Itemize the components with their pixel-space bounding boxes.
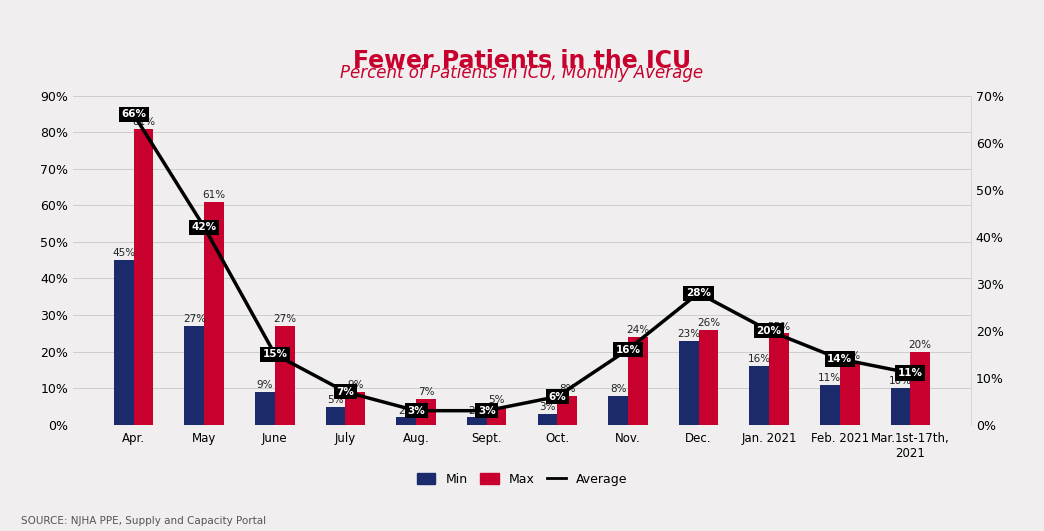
Bar bbox=[417, 399, 435, 425]
Text: Percent of Patients in ICU, Monthly Average: Percent of Patients in ICU, Monthly Aver… bbox=[340, 64, 704, 82]
Bar bbox=[275, 326, 294, 425]
Text: 26%: 26% bbox=[696, 318, 720, 328]
Text: 8%: 8% bbox=[610, 384, 626, 393]
Text: 23%: 23% bbox=[678, 329, 701, 339]
Text: 9%: 9% bbox=[257, 380, 274, 390]
Bar bbox=[891, 388, 910, 425]
Text: 20%: 20% bbox=[908, 340, 931, 350]
Text: 15%: 15% bbox=[262, 349, 287, 359]
Bar bbox=[557, 396, 577, 425]
Bar bbox=[205, 202, 224, 425]
Text: 16%: 16% bbox=[748, 355, 770, 364]
Text: 5%: 5% bbox=[489, 395, 505, 405]
Text: 3%: 3% bbox=[407, 406, 425, 416]
Bar bbox=[910, 352, 930, 425]
Bar bbox=[698, 330, 718, 425]
Bar bbox=[679, 341, 698, 425]
Text: 24%: 24% bbox=[626, 325, 649, 335]
Bar bbox=[820, 384, 839, 425]
Bar bbox=[609, 396, 627, 425]
Bar bbox=[185, 326, 205, 425]
Bar bbox=[467, 417, 487, 425]
Text: 3%: 3% bbox=[478, 406, 496, 416]
Text: 8%: 8% bbox=[559, 384, 575, 393]
Bar bbox=[769, 333, 789, 425]
Text: 11%: 11% bbox=[898, 368, 923, 378]
Text: 27%: 27% bbox=[274, 314, 296, 324]
Text: 17%: 17% bbox=[838, 351, 861, 361]
Text: 25%: 25% bbox=[767, 322, 790, 331]
Text: 2%: 2% bbox=[398, 406, 414, 416]
Text: 6%: 6% bbox=[548, 391, 566, 401]
Text: 81%: 81% bbox=[132, 117, 156, 127]
Text: 2%: 2% bbox=[469, 406, 485, 416]
Bar bbox=[397, 417, 417, 425]
Text: 10%: 10% bbox=[888, 376, 912, 387]
Text: 61%: 61% bbox=[203, 190, 226, 200]
Text: 42%: 42% bbox=[192, 222, 217, 232]
Text: 3%: 3% bbox=[539, 402, 555, 412]
Bar bbox=[538, 414, 557, 425]
Text: 7%: 7% bbox=[418, 388, 434, 397]
Text: 14%: 14% bbox=[827, 354, 852, 364]
Text: 9%: 9% bbox=[347, 380, 363, 390]
Bar bbox=[255, 392, 275, 425]
Bar bbox=[114, 260, 134, 425]
Bar bbox=[839, 363, 859, 425]
Bar bbox=[134, 129, 153, 425]
Text: 5%: 5% bbox=[328, 395, 343, 405]
Bar bbox=[750, 366, 769, 425]
Legend: Min, Max, Average: Min, Max, Average bbox=[411, 468, 633, 491]
Text: 27%: 27% bbox=[183, 314, 206, 324]
Bar bbox=[346, 392, 365, 425]
Text: 66%: 66% bbox=[121, 109, 146, 119]
Title: Fewer Patients in the ICU: Fewer Patients in the ICU bbox=[353, 49, 691, 73]
Text: 7%: 7% bbox=[336, 387, 354, 397]
Bar bbox=[627, 337, 647, 425]
Text: 11%: 11% bbox=[818, 373, 841, 383]
Bar bbox=[487, 407, 506, 425]
Bar bbox=[326, 407, 346, 425]
Text: 28%: 28% bbox=[686, 288, 711, 298]
Text: 45%: 45% bbox=[112, 249, 136, 259]
Text: 20%: 20% bbox=[757, 326, 782, 336]
Text: 16%: 16% bbox=[615, 345, 640, 355]
Text: SOURCE: NJHA PPE, Supply and Capacity Portal: SOURCE: NJHA PPE, Supply and Capacity Po… bbox=[21, 516, 266, 526]
